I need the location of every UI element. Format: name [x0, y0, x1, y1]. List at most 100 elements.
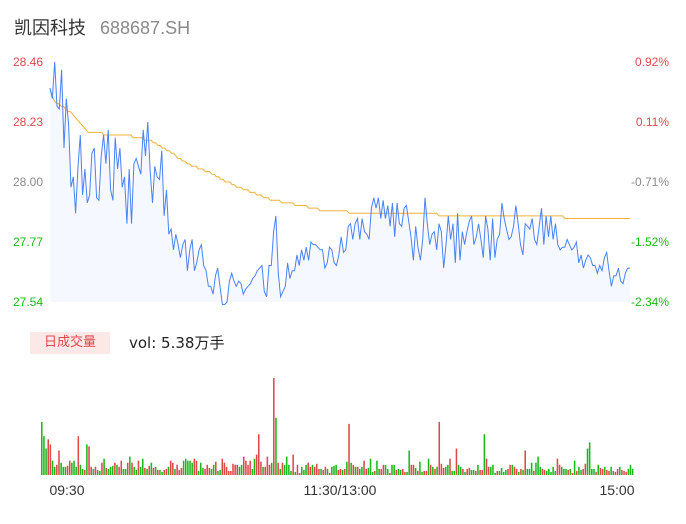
volume-bar: [571, 473, 574, 475]
y-tick-left: 27.54: [13, 295, 43, 309]
volume-bar: [352, 464, 355, 475]
volume-bar: [107, 468, 110, 475]
volume-bar: [483, 434, 486, 475]
volume-bar: [505, 469, 507, 475]
volume-bar: [131, 462, 133, 475]
volume-bar: [290, 470, 292, 475]
volume-bar: [629, 464, 632, 475]
volume-bar: [513, 466, 516, 475]
volume-bar: [81, 468, 84, 475]
volume-bar: [494, 473, 496, 475]
volume-bar: [337, 469, 340, 475]
volume-bar: [111, 465, 114, 475]
volume-bar: [586, 448, 589, 475]
volume-bar: [496, 470, 499, 475]
volume-bar: [71, 462, 73, 475]
volume-bar: [227, 470, 230, 475]
volume-bar: [333, 465, 335, 475]
volume-bar: [414, 467, 417, 475]
volume-bar: [481, 469, 483, 475]
volume-bar: [485, 458, 488, 475]
volume-bar: [53, 466, 56, 475]
volume-bar: [114, 462, 116, 475]
volume-bar: [212, 464, 215, 475]
volume-bar: [305, 464, 307, 475]
volume-bar: [421, 471, 423, 475]
volume-bar: [455, 448, 458, 475]
volume-bar: [386, 468, 389, 475]
volume-bar: [109, 466, 112, 475]
volume-bar: [215, 461, 217, 475]
volume-bar: [41, 421, 43, 475]
volume-bar: [217, 470, 219, 475]
volume-bar: [105, 467, 108, 475]
volume-bar: [255, 454, 258, 475]
volume-bar: [358, 468, 361, 475]
volume-bar: [313, 466, 316, 475]
volume-bar: [43, 436, 45, 475]
volume-bar: [384, 464, 387, 475]
volume-label: 日成交量: [30, 332, 110, 354]
volume-bar: [515, 468, 518, 475]
volume-bar: [406, 471, 408, 475]
volume-bar: [578, 466, 580, 475]
volume-bar: [322, 469, 325, 475]
volume-bar: [320, 468, 322, 475]
volume-bar: [363, 460, 365, 475]
volume-bar: [129, 456, 131, 475]
volume-bar: [533, 470, 535, 475]
volume-bar: [277, 462, 279, 475]
volume-bar: [487, 466, 490, 475]
volume-bar: [618, 466, 621, 475]
volume-bar: [580, 469, 582, 475]
volume-bar: [608, 470, 610, 475]
x-tick: 09:30: [49, 482, 84, 498]
y-tick-right: -0.71%: [631, 175, 669, 189]
volume-bar: [457, 464, 460, 475]
volume-bar: [73, 460, 75, 475]
volume-bar: [343, 468, 346, 475]
volume-bar: [584, 463, 587, 475]
volume-bar: [307, 462, 309, 475]
volume-bar: [230, 470, 232, 475]
volume-bar: [77, 436, 80, 475]
volume-bar: [567, 469, 569, 475]
volume-bar: [599, 467, 602, 475]
volume-bar: [391, 464, 393, 475]
volume-bar: [124, 468, 127, 475]
volume-bar: [593, 468, 595, 475]
volume-bar: [490, 466, 492, 475]
volume-bar: [498, 470, 501, 475]
volume-bar: [146, 468, 148, 475]
volume-bar: [223, 462, 226, 475]
volume-bar: [86, 444, 88, 475]
volume-bar: [526, 468, 529, 475]
volume-bar: [240, 464, 243, 475]
volume-bar: [612, 470, 615, 475]
volume-bar: [193, 458, 196, 475]
volume-bar: [346, 461, 348, 475]
y-tick-right: -2.34%: [631, 295, 669, 309]
y-tick-left: 27.77: [13, 235, 43, 249]
volume-bar: [393, 464, 395, 475]
volume-bar: [350, 462, 352, 475]
volume-bar: [96, 469, 99, 475]
volume-bar: [270, 462, 273, 475]
volume-bar: [245, 460, 247, 475]
volume-bar: [380, 468, 383, 475]
volume-bar: [440, 463, 443, 475]
volume-bar: [509, 464, 511, 475]
volume-bar: [560, 466, 563, 475]
volume-bar: [260, 461, 262, 475]
volume-bar: [268, 464, 271, 475]
volume-bar: [502, 471, 505, 475]
volume-bar: [298, 473, 301, 475]
volume-bar: [169, 460, 172, 475]
volume-bar: [449, 458, 451, 475]
volume-bar: [588, 442, 591, 475]
volume-bar: [556, 458, 559, 475]
volume-bar: [541, 468, 544, 475]
volume-bar: [479, 469, 481, 475]
volume-bar: [511, 464, 514, 475]
volume-bar: [477, 464, 479, 475]
